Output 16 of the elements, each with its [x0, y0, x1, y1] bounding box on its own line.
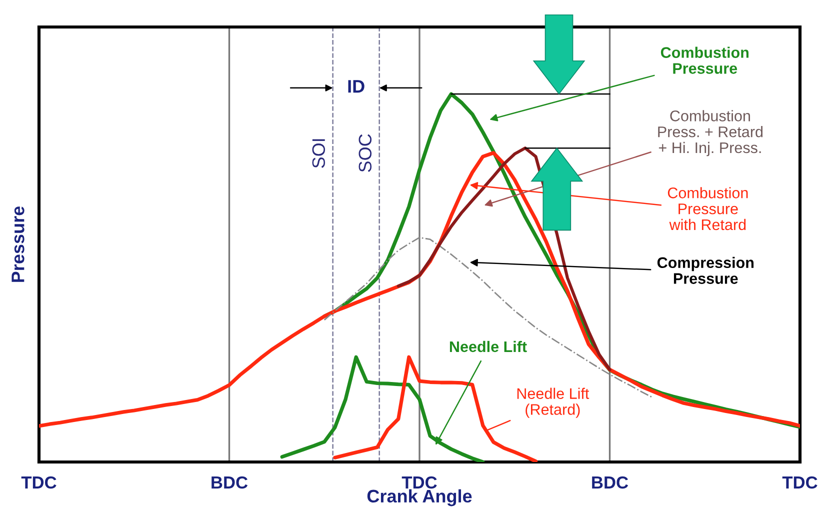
- annotation: SOI: [312, 139, 326, 168]
- x-tick-label: BDC: [212, 476, 248, 489]
- x-tick-label: TDC: [782, 476, 818, 489]
- x-axis-title: Crank Angle: [367, 489, 472, 506]
- x-tick-label: TDC: [402, 476, 437, 489]
- x-tick-label: TDC: [21, 476, 56, 489]
- text: ID: [348, 80, 364, 93]
- annotation: Compression Pressure: [657, 256, 754, 284]
- annotation: Needle Lift (Retard): [517, 388, 590, 418]
- annotation: SOC: [358, 134, 372, 172]
- annotation: Combustion Press. + Retard + Hi. Inj. Press.: [658, 110, 762, 156]
- y-axis-title: Pressure: [12, 206, 24, 282]
- x-tick-label: BDC: [592, 476, 628, 489]
- annotation: Combustion Pressure with Retard: [668, 187, 748, 230]
- text: Combustion Pressure: [660, 46, 748, 74]
- annotation: Needle Lift: [450, 340, 527, 352]
